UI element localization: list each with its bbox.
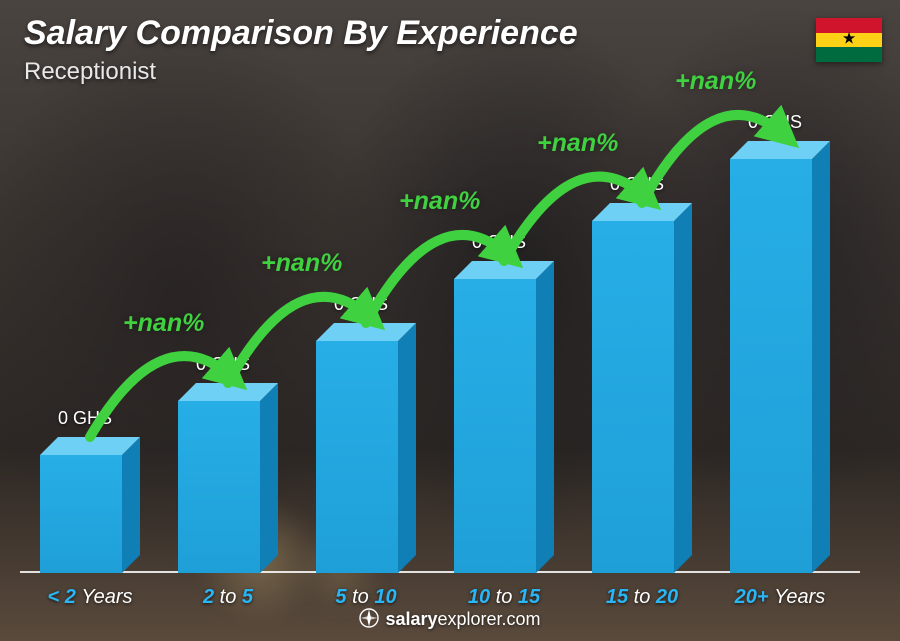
bar-side [122,437,140,573]
bar-side [260,383,278,573]
delta-label: +nan% [675,67,756,96]
bar-front [178,401,260,573]
bar-value-label: 0 GHS [610,174,664,195]
bar-side [674,203,692,573]
bar-front [730,159,812,573]
x-axis-label: 20+ Years [710,586,850,609]
bar-value-label: 0 GHS [196,354,250,375]
footer-brand-rest: explorer.com [438,609,541,629]
delta-label: +nan% [399,187,480,216]
bar-front [40,455,122,573]
flag-star-icon: ★ [842,32,856,48]
delta-label: +nan% [261,249,342,278]
compass-icon [359,608,379,633]
flag-stripe-bot [816,47,882,62]
bar-side [398,323,416,573]
bar-side [812,141,830,573]
x-axis-label: 15 to 20 [572,586,712,609]
chart-title: Salary Comparison By Experience [24,14,578,53]
x-axis-label: 10 to 15 [434,586,574,609]
chart-stage: Salary Comparison By Experience Receptio… [0,0,900,641]
country-flag-ghana: ★ [816,18,882,62]
bar-value-label: 0 GHS [334,294,388,315]
delta-label: +nan% [537,129,618,158]
delta-label: +nan% [123,309,204,338]
bar-front [316,341,398,573]
bar-chart: 0 GHS< 2 Years0 GHS2 to 5+nan%0 GHS5 to … [30,120,850,573]
bar-front [592,221,674,573]
x-axis-label: 2 to 5 [158,586,298,609]
x-axis-label: < 2 Years [20,586,160,609]
x-axis-label: 5 to 10 [296,586,436,609]
bar-side [536,261,554,573]
bar-value-label: 0 GHS [58,408,112,429]
footer-attribution: salaryexplorer.com [0,608,900,633]
bar-front [454,279,536,573]
bar-value-label: 0 GHS [748,112,802,133]
bar-value-label: 0 GHS [472,232,526,253]
chart-subtitle: Receptionist [24,58,156,86]
footer-brand-bold: salary [385,609,437,629]
